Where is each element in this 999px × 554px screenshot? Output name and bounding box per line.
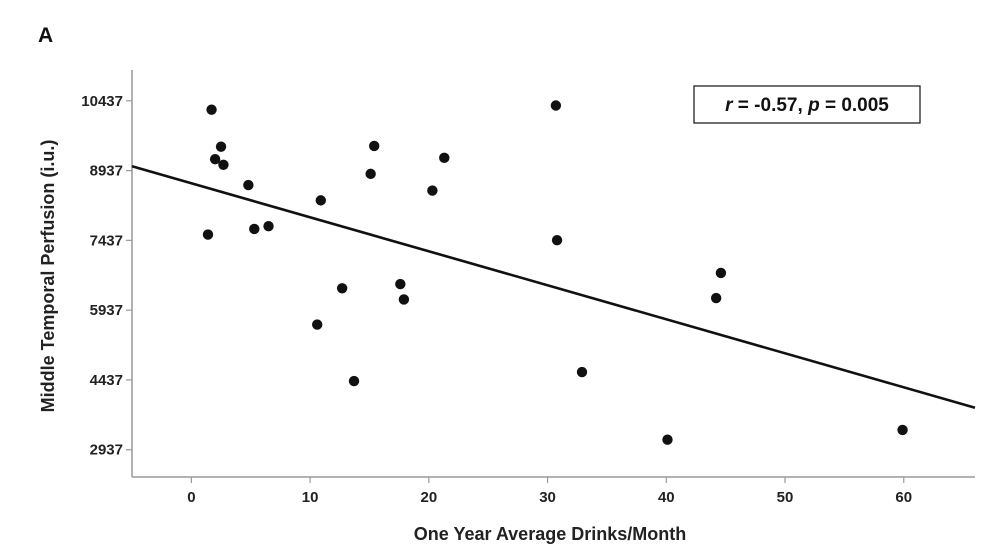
data-point <box>576 366 588 378</box>
data-point <box>218 159 229 170</box>
data-point <box>369 140 380 152</box>
y-axis-title: Middle Temporal Perfusion (i.u.) <box>38 140 58 413</box>
data-point <box>315 195 326 206</box>
panel-label: A <box>38 24 53 47</box>
data-point <box>312 319 323 330</box>
y-tick-label: 7437 <box>90 232 123 249</box>
data-point <box>206 104 217 115</box>
data-point <box>215 141 227 152</box>
y-tick-label: 2937 <box>90 442 123 459</box>
x-tick-label: 20 <box>420 489 437 506</box>
data-point <box>897 424 908 436</box>
data-point <box>336 283 348 294</box>
data-point <box>348 375 360 387</box>
axes <box>131 70 975 478</box>
data-point <box>662 434 673 445</box>
data-point <box>243 179 254 191</box>
r-symbol: r <box>725 95 734 116</box>
data-point <box>550 100 562 111</box>
data-point <box>249 223 260 235</box>
data-points <box>202 100 908 445</box>
data-point <box>715 267 727 279</box>
regression-line <box>131 165 976 409</box>
p-value: = 0.005 <box>820 95 890 116</box>
x-tick-label: 50 <box>777 489 794 506</box>
y-tick-label: 8937 <box>90 163 123 180</box>
x-tick-label: 60 <box>895 489 912 506</box>
data-point <box>439 152 450 164</box>
annotation-text: r = -0.57, p = 0.005 <box>725 95 889 116</box>
annotation-box <box>693 85 921 124</box>
y-ticks: 2937 4437 5937 7437 8937 10437 <box>81 93 132 459</box>
r-value: = -0.57, <box>733 95 809 116</box>
p-symbol: p <box>807 95 820 116</box>
data-point <box>209 154 221 165</box>
data-point <box>263 220 274 232</box>
x-tick-label: 0 <box>187 489 195 506</box>
x-tick-label: 30 <box>539 489 556 506</box>
data-point <box>427 185 438 196</box>
stats-annotation: r = -0.57, p = 0.005 <box>693 85 921 124</box>
data-point <box>398 294 410 305</box>
y-tick-label: 5937 <box>90 302 123 319</box>
y-tick-label: 10437 <box>81 93 123 110</box>
x-ticks: 0 10 20 30 40 50 60 <box>187 477 912 506</box>
data-point <box>710 292 722 304</box>
x-axis-title: One Year Average Drinks/Month <box>414 524 686 544</box>
data-point <box>202 229 214 240</box>
data-point <box>365 168 376 180</box>
y-tick-label: 4437 <box>90 372 123 389</box>
x-tick-label: 40 <box>658 489 675 506</box>
data-point <box>551 234 563 246</box>
regression-line-group <box>131 165 976 409</box>
data-point <box>395 278 406 290</box>
x-tick-label: 10 <box>302 489 319 506</box>
